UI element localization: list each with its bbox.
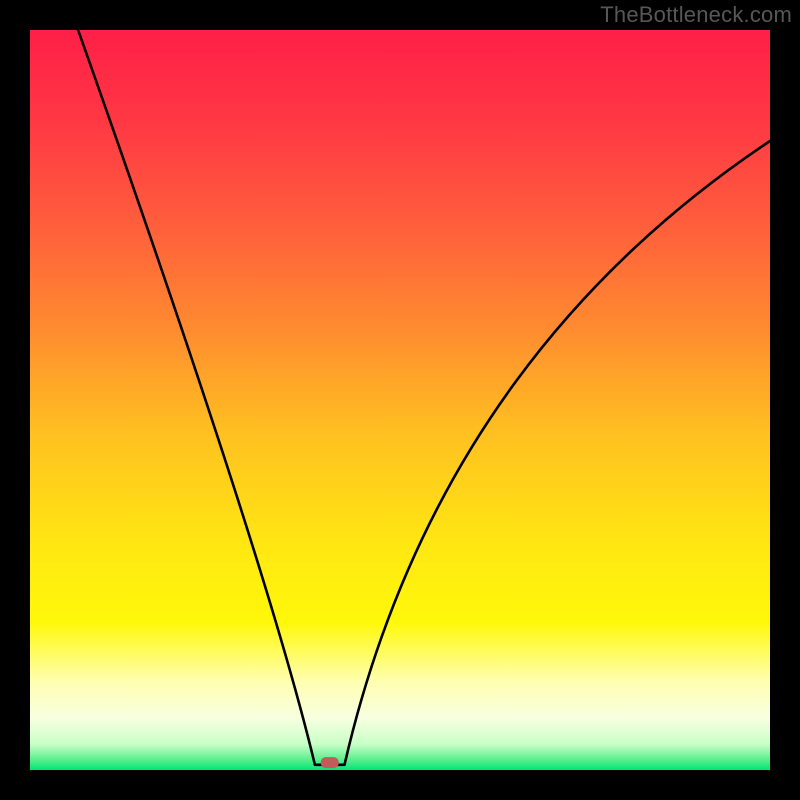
watermark-text: TheBottleneck.com xyxy=(600,2,792,28)
chart-container: TheBottleneck.com xyxy=(0,0,800,800)
bottleneck-chart xyxy=(0,0,800,800)
plot-area xyxy=(30,30,770,770)
optimal-point-marker xyxy=(321,757,339,768)
